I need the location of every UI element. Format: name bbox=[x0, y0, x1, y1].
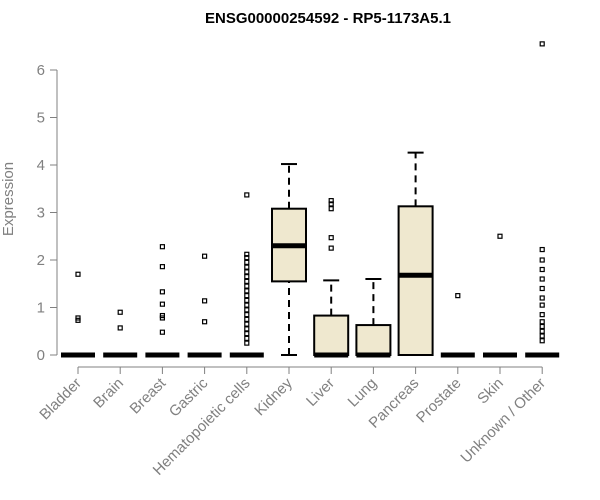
box bbox=[440, 293, 475, 358]
box bbox=[525, 41, 560, 358]
outlier-point bbox=[244, 297, 250, 303]
box bbox=[187, 253, 222, 358]
box bbox=[103, 309, 138, 358]
outlier-point bbox=[244, 331, 250, 337]
outlier-point bbox=[244, 255, 250, 261]
y-tick-label: 3 bbox=[37, 205, 45, 222]
outlier-point bbox=[244, 340, 250, 346]
outlier-point bbox=[202, 319, 208, 325]
outlier-point bbox=[244, 293, 250, 299]
x-tick-label: Skin bbox=[474, 375, 507, 408]
outlier-point bbox=[117, 309, 123, 315]
outlier-point bbox=[244, 192, 250, 198]
outlier-point bbox=[75, 271, 81, 277]
outlier-point bbox=[244, 307, 250, 313]
y-axis-title: Expression bbox=[0, 162, 17, 236]
outlier-point bbox=[497, 233, 503, 239]
x-tick-label: Liver bbox=[303, 375, 338, 410]
x-tick-label: Kidney bbox=[251, 374, 296, 419]
x-tick-label: Lung bbox=[345, 375, 381, 411]
y-tick-label: 6 bbox=[37, 62, 45, 79]
outlier-point bbox=[159, 264, 165, 270]
outlier-point bbox=[539, 266, 545, 273]
outlier-point bbox=[539, 295, 545, 301]
y-axis: 0 1 2 3 4 5 6 bbox=[37, 62, 58, 364]
outlier-point bbox=[539, 338, 545, 344]
outlier-point bbox=[328, 198, 334, 204]
outlier-point bbox=[539, 285, 545, 292]
outlier-point bbox=[159, 301, 165, 307]
chart-title: ENSG00000254592 - RP5-1173A5.1 bbox=[205, 10, 451, 27]
box-body bbox=[397, 205, 434, 356]
outlier-point bbox=[244, 326, 250, 332]
box bbox=[229, 192, 264, 358]
box bbox=[483, 233, 517, 358]
outlier-point bbox=[244, 264, 250, 270]
outlier-point bbox=[244, 274, 250, 280]
x-tick-label: Prostate bbox=[413, 375, 465, 427]
box-body bbox=[313, 314, 350, 357]
outlier-point bbox=[539, 323, 545, 330]
outlier-point bbox=[202, 298, 208, 304]
box bbox=[355, 278, 392, 358]
outlier-point bbox=[244, 278, 250, 284]
box bbox=[397, 151, 434, 356]
outlier-point bbox=[117, 325, 123, 331]
outlier-point bbox=[244, 259, 250, 265]
outlier-point bbox=[328, 245, 334, 251]
outlier-point bbox=[539, 319, 545, 325]
outlier-point bbox=[202, 253, 208, 259]
outlier-point bbox=[328, 201, 334, 207]
outlier-point bbox=[244, 321, 250, 327]
y-tick-label: 5 bbox=[37, 110, 45, 127]
outlier-point bbox=[539, 276, 545, 282]
box-series bbox=[61, 41, 560, 358]
outlier-point bbox=[244, 288, 250, 294]
outlier-point bbox=[244, 302, 250, 308]
outlier-point bbox=[539, 312, 545, 318]
outlier-point bbox=[539, 302, 545, 308]
outlier-point bbox=[244, 251, 250, 257]
box-body bbox=[355, 324, 392, 357]
outlier-point bbox=[539, 257, 545, 263]
x-tick-label: Brain bbox=[90, 375, 127, 412]
outlier-point bbox=[328, 206, 334, 212]
outlier-point bbox=[539, 328, 545, 334]
outlier-point bbox=[159, 312, 165, 319]
outlier-point bbox=[455, 293, 461, 299]
y-tick-label: 4 bbox=[37, 157, 45, 174]
x-tick-label: Breast bbox=[127, 374, 170, 417]
outlier-point bbox=[159, 289, 165, 295]
outlier-point bbox=[328, 235, 334, 241]
outlier-point bbox=[539, 41, 545, 47]
y-tick-label: 1 bbox=[37, 300, 45, 317]
outlier-point bbox=[539, 246, 545, 253]
outlier-point bbox=[539, 333, 545, 339]
box bbox=[145, 244, 180, 358]
outlier-point bbox=[159, 329, 165, 335]
outlier-point bbox=[244, 335, 250, 341]
outlier-point bbox=[244, 312, 250, 318]
outlier-point bbox=[75, 315, 81, 321]
box bbox=[313, 198, 350, 358]
outlier-point bbox=[244, 283, 250, 289]
box bbox=[271, 163, 307, 356]
x-tick-label: Bladder bbox=[36, 375, 85, 424]
outlier-point bbox=[244, 269, 250, 275]
outlier-point bbox=[244, 316, 250, 322]
y-tick-label: 2 bbox=[37, 252, 45, 269]
outlier-point bbox=[159, 244, 165, 250]
box bbox=[61, 271, 95, 358]
y-tick-label: 0 bbox=[37, 347, 45, 364]
